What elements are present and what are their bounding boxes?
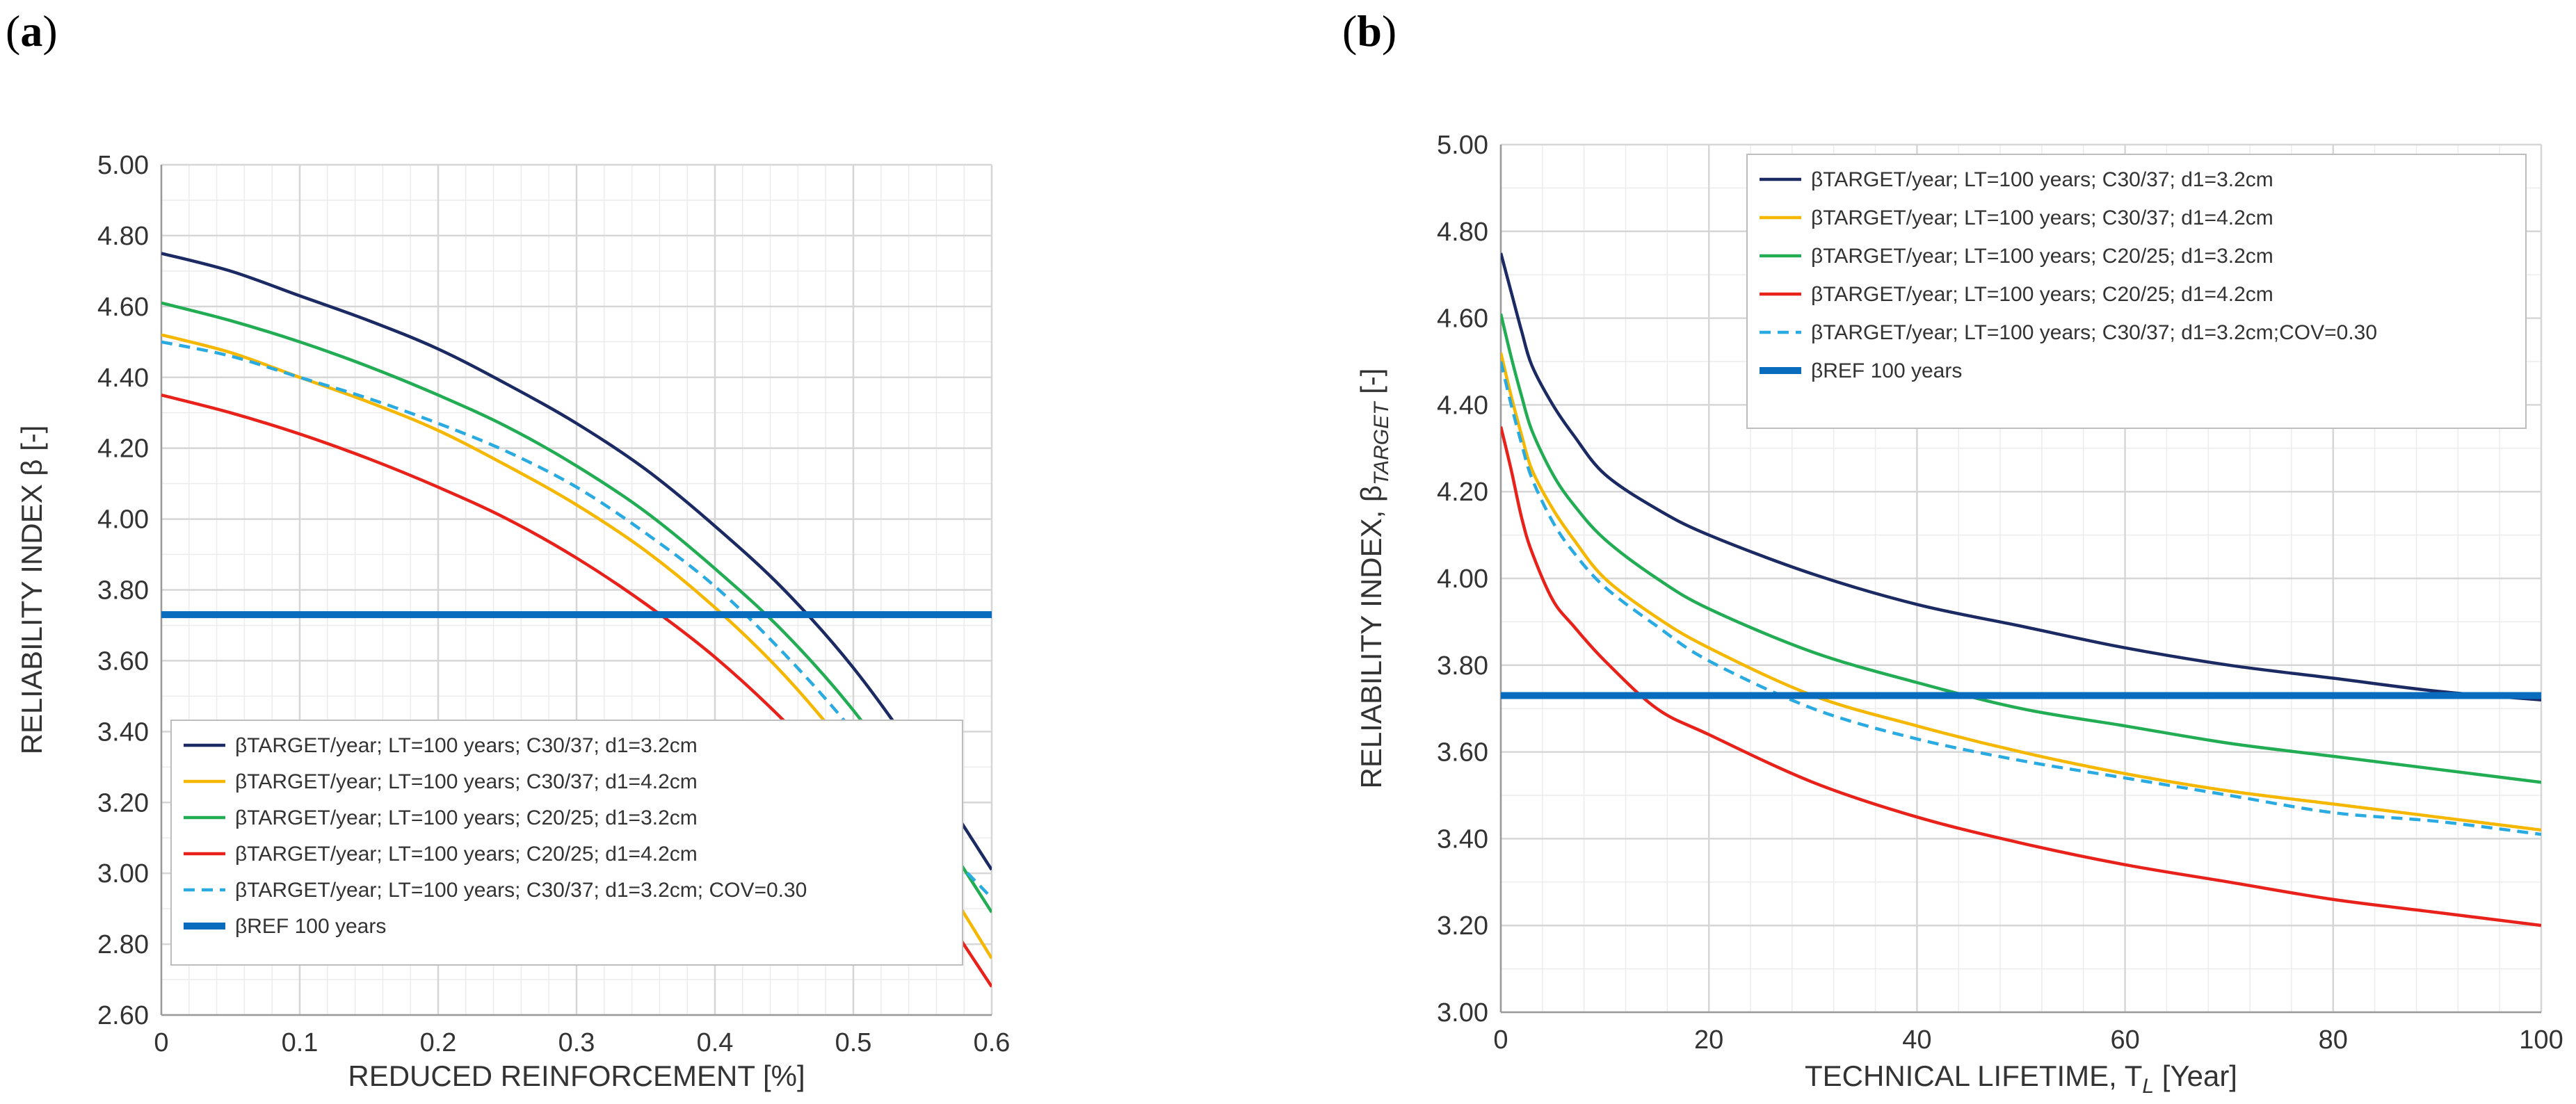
y-tick-label: 4.80 bbox=[97, 222, 149, 251]
x-axis-title: TECHNICAL LIFETIME, TL [Year] bbox=[1805, 1060, 2237, 1098]
legend-label: βTARGET/year; LT=100 years; C20/25; d1=3… bbox=[1811, 245, 2273, 268]
y-tick-label: 4.80 bbox=[1437, 218, 1488, 247]
x-tick-label: 0 bbox=[154, 1028, 168, 1057]
legend-label: βTARGET/year; LT=100 years; C30/37; d1=3… bbox=[1811, 168, 2273, 191]
series-line-5 bbox=[161, 340, 992, 900]
x-tick-label: 0.1 bbox=[282, 1028, 319, 1057]
series-line-5 bbox=[1501, 361, 2541, 836]
legend-label: βTARGET/year; LT=100 years; C20/25; d1=4… bbox=[235, 843, 698, 866]
y-tick-label: 4.60 bbox=[1437, 305, 1488, 334]
x-axis-title-subscript: L bbox=[2142, 1075, 2154, 1098]
legend: βTARGET/year; LT=100 years; C30/37; d1=3… bbox=[170, 720, 963, 966]
y-tick-label: 3.40 bbox=[97, 717, 149, 747]
legend-box bbox=[170, 720, 963, 966]
x-tick-label: 0.6 bbox=[974, 1028, 1011, 1057]
chart-b: 0 20 40 60 80 100 3.00 3.20 3.40 3.60 3.80 4.00 4.20… bbox=[1355, 131, 2563, 1098]
legend-label: βTARGET/year; LT=100 years; C30/37; d1=4… bbox=[1811, 206, 2273, 229]
legend-label: βTARGET/year; LT=100 years; C30/37; d1=3… bbox=[235, 879, 807, 902]
y-tick-label: 2.80 bbox=[97, 930, 149, 959]
y-tick-label: 2.60 bbox=[97, 1001, 149, 1030]
panel-letter-b: b bbox=[1357, 6, 1382, 56]
series-line-1 bbox=[161, 252, 992, 871]
chart-a: 0 0.1 0.2 0.3 0.4 0.5 0.6 2.60 2.80 3.00 3.20 3.40 3… bbox=[15, 151, 1010, 1092]
y-axis-title: RELIABILITY INDEX β [-] bbox=[15, 425, 48, 755]
x-tick-label: 40 bbox=[1902, 1025, 1931, 1055]
legend-label: βTARGET/year; LT=100 years; C30/37; d1=3… bbox=[235, 734, 698, 757]
y-tick-label: 3.60 bbox=[97, 647, 149, 676]
x-tick-label: 80 bbox=[2319, 1025, 2348, 1055]
x-tick-label: 20 bbox=[1694, 1025, 1723, 1055]
y-tick-label: 5.00 bbox=[97, 151, 149, 180]
y-tick-label: 4.20 bbox=[97, 435, 149, 464]
y-axis-title-subscript: TARGET bbox=[1370, 400, 1393, 485]
y-tick-label: 4.00 bbox=[97, 505, 149, 535]
x-tick-label: 100 bbox=[2519, 1025, 2563, 1055]
y-tick-label: 4.60 bbox=[97, 293, 149, 322]
panel-letter-a: a bbox=[20, 6, 43, 56]
y-tick-label: 3.80 bbox=[97, 576, 149, 606]
y-tick-label: 3.40 bbox=[1437, 825, 1488, 854]
y-tick-label: 3.00 bbox=[1437, 998, 1488, 1028]
legend: βTARGET/year; LT=100 years; C30/37; d1=3… bbox=[1746, 154, 2527, 429]
y-tick-label: 3.80 bbox=[1437, 651, 1488, 681]
y-tick-label: 4.40 bbox=[1437, 391, 1488, 420]
x-tick-label: 0.3 bbox=[558, 1028, 595, 1057]
y-axis-title: RELIABILITY INDEX, βTARGET [-] bbox=[1355, 368, 1393, 789]
y-tick-label: 5.00 bbox=[1437, 131, 1488, 160]
y-tick-label: 4.20 bbox=[1437, 478, 1488, 507]
x-tick-label: 0.5 bbox=[835, 1028, 872, 1057]
x-axis-title-tail: [Year] bbox=[2154, 1060, 2237, 1092]
y-tick-label: 4.40 bbox=[97, 364, 149, 393]
legend-box bbox=[1746, 154, 2527, 429]
y-tick-label: 3.20 bbox=[1437, 911, 1488, 941]
legend-label: βTARGET/year; LT=100 years; C30/37; d1=3… bbox=[1811, 321, 2377, 344]
y-tick-label: 3.00 bbox=[97, 859, 149, 888]
x-tick-label: 0.4 bbox=[697, 1028, 734, 1057]
x-tick-label: 0.2 bbox=[420, 1028, 457, 1057]
x-tick-label: 60 bbox=[2110, 1025, 2139, 1055]
x-axis-title: REDUCED REINFORCEMENT [%] bbox=[348, 1060, 805, 1092]
panel-label-a: (a) bbox=[6, 6, 58, 56]
series-group bbox=[1501, 252, 2541, 927]
series-line-3 bbox=[1501, 313, 2541, 784]
y-axis-title-tail: [-] bbox=[1355, 368, 1387, 403]
x-tick-label: 0 bbox=[1493, 1025, 1508, 1055]
legend-label: βTARGET/year; LT=100 years; C20/25; d1=4… bbox=[1811, 283, 2273, 306]
series-line-4 bbox=[1501, 426, 2541, 927]
legend-label: βREF 100 years bbox=[235, 915, 386, 938]
series-line-1 bbox=[1501, 252, 2541, 701]
y-tick-label: 3.60 bbox=[1437, 738, 1488, 768]
legend-label: βTARGET/year; LT=100 years; C20/25; d1=3… bbox=[235, 806, 698, 829]
y-tick-label: 4.00 bbox=[1437, 565, 1488, 594]
panel-label-b: (b) bbox=[1342, 6, 1397, 56]
legend-label: βREF 100 years bbox=[1811, 359, 1962, 382]
y-tick-label: 3.20 bbox=[97, 788, 149, 818]
legend-label: βTARGET/year; LT=100 years; C30/37; d1=4… bbox=[235, 770, 698, 793]
